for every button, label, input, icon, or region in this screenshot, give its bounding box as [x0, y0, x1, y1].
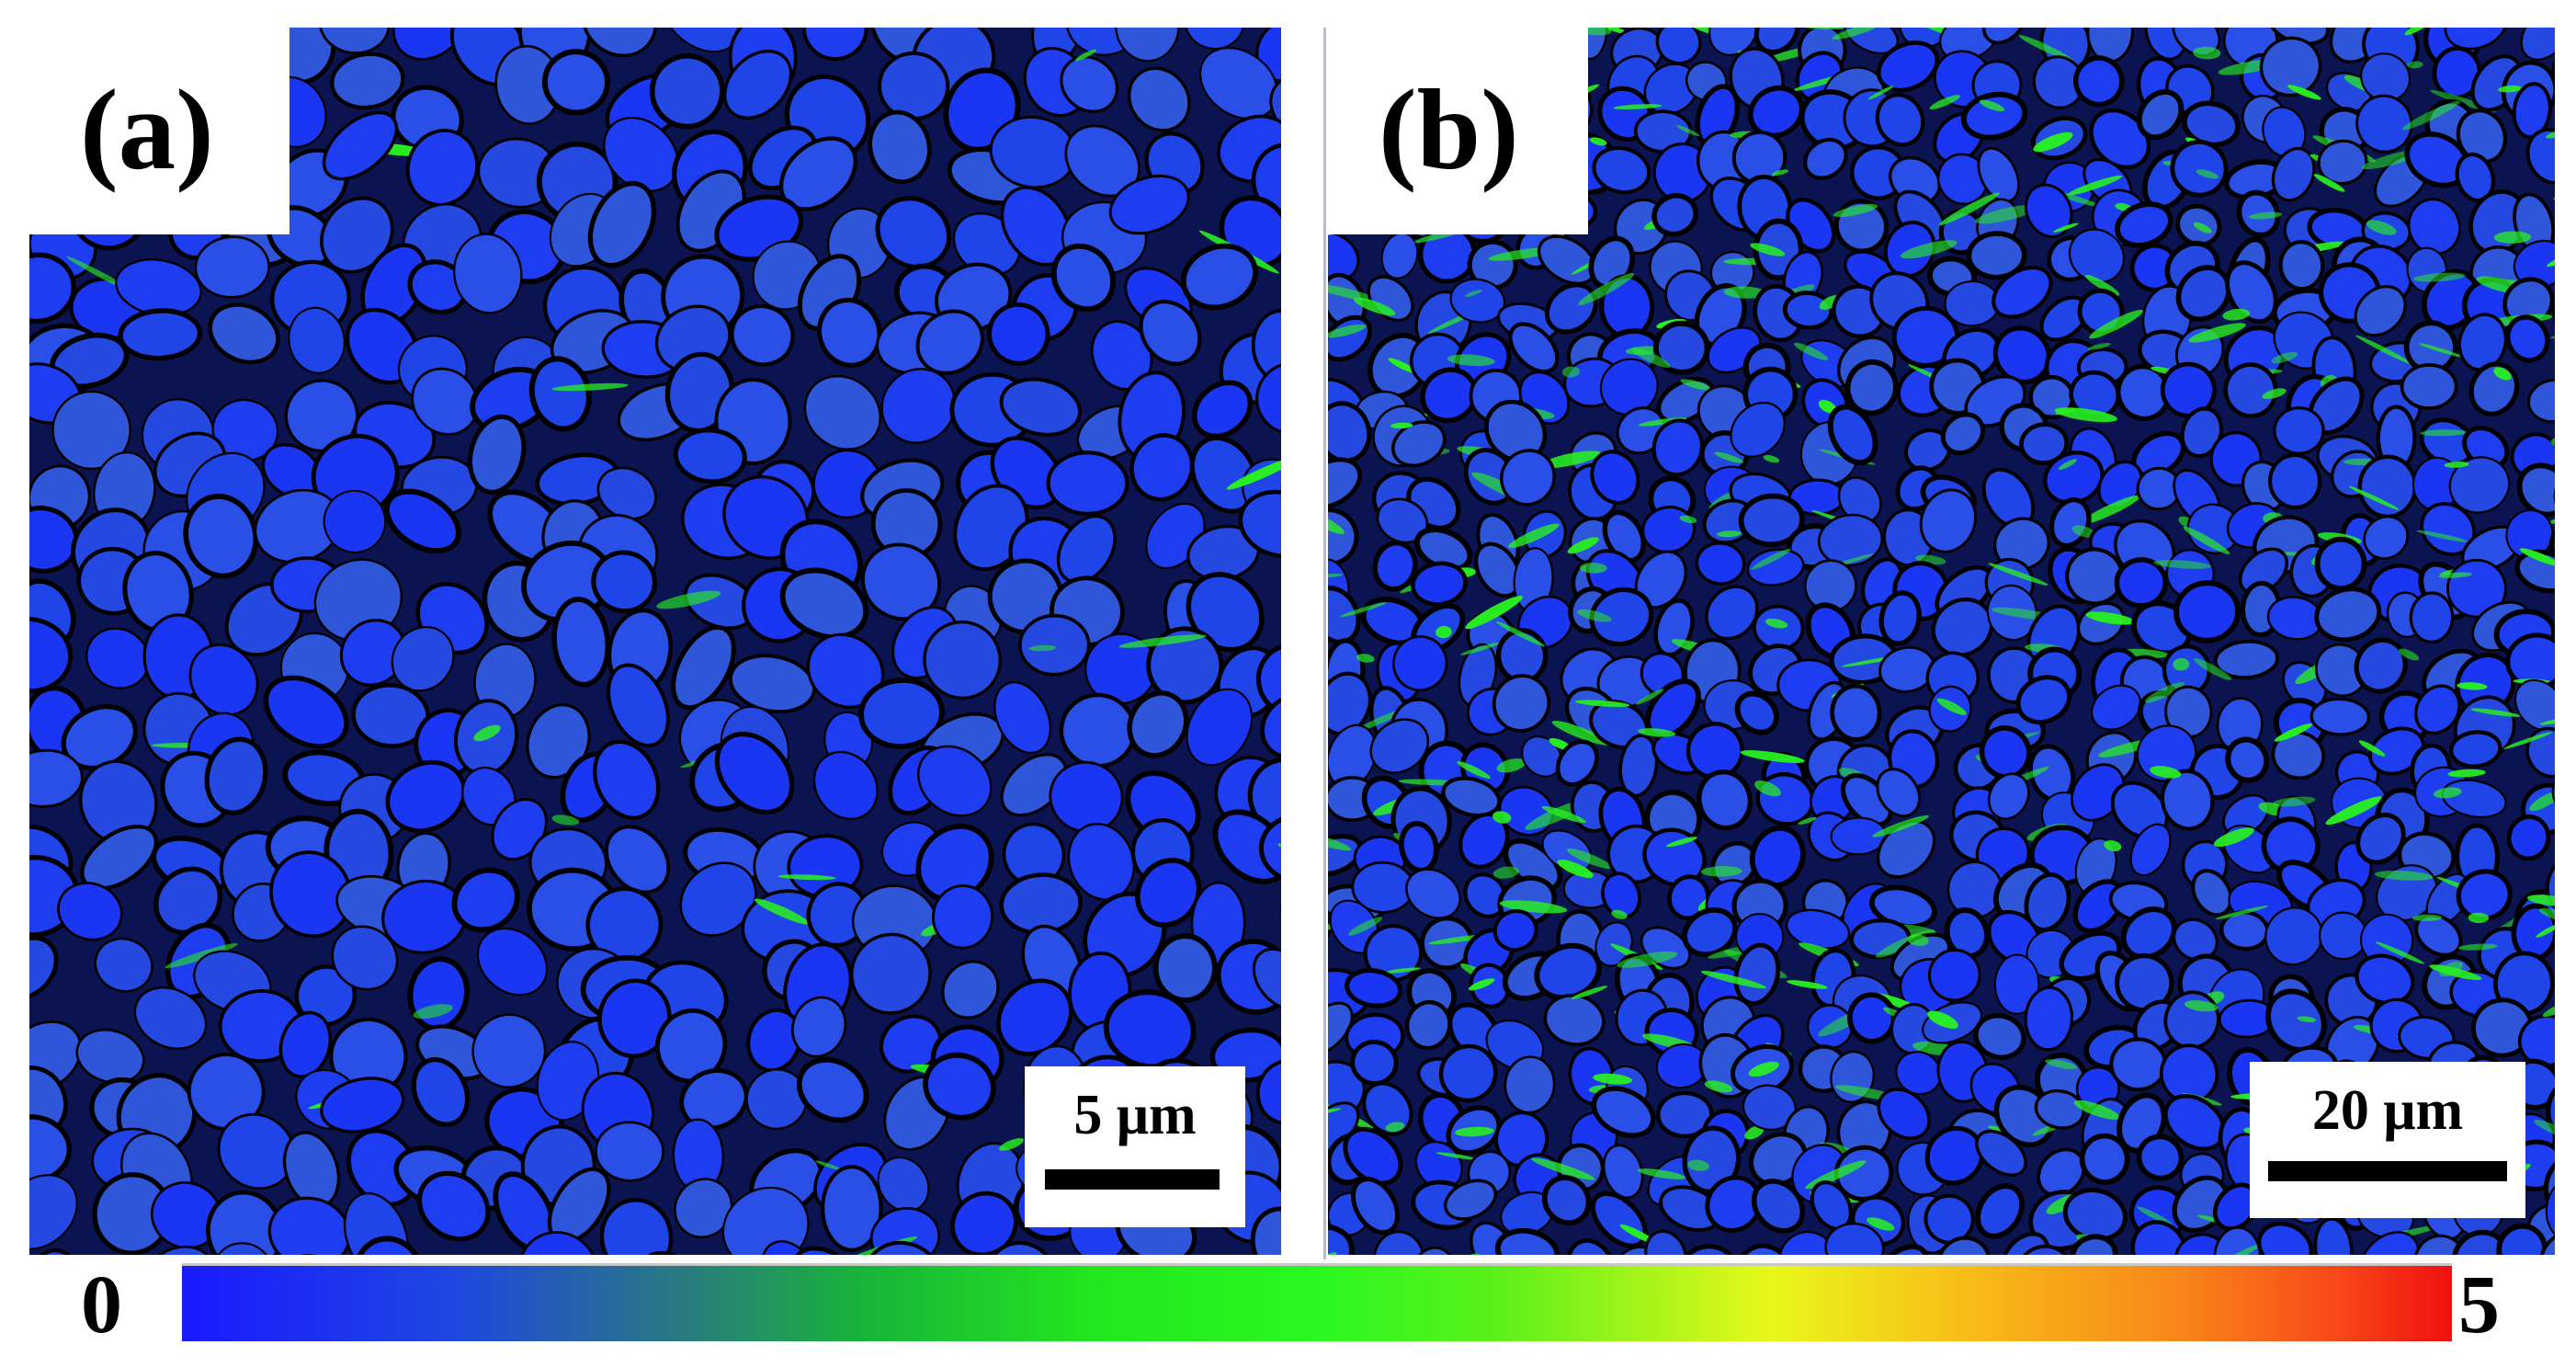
panel-b-scale-bar — [2268, 1161, 2507, 1181]
panel-b-label-box: (b) — [1328, 28, 1588, 234]
panel-a-label-box: (a) — [29, 28, 289, 234]
panel-a-label: (a) — [80, 67, 214, 194]
colorbar-min-label: 0 — [81, 1259, 122, 1350]
panel-divider — [1323, 28, 1326, 1259]
panel-a-scale-box: 5 μm — [1025, 1066, 1245, 1227]
panel-a-scale-bar — [1045, 1169, 1220, 1190]
panel-a-scale-text: 5 μm — [1073, 1084, 1197, 1146]
panel-a-micrograph: (a) 5 μm — [29, 28, 1281, 1255]
panel-b-label: (b) — [1379, 67, 1519, 194]
panel-b-scale-box: 20 μm — [2250, 1062, 2525, 1218]
panel-b-micrograph: (b) 20 μm — [1328, 28, 2555, 1255]
panel-b-scale-text: 20 μm — [2311, 1079, 2464, 1142]
colorbar-max-label: 5 — [2458, 1259, 2500, 1350]
colorbar — [182, 1263, 2452, 1341]
